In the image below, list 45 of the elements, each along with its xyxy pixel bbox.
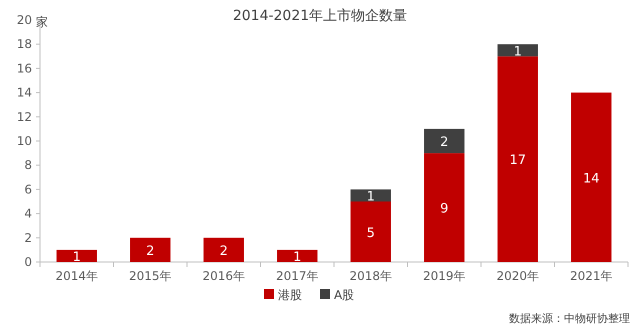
x-tick-label: 2014年 (55, 269, 98, 283)
data-label: 9 (440, 202, 448, 217)
legend-label: A股 (334, 288, 354, 302)
y-tick-label: 12 (16, 110, 32, 124)
y-tick-label: 2 (24, 230, 32, 245)
data-label: 5 (366, 226, 375, 241)
bar (204, 238, 244, 262)
y-tick-label: 6 (24, 182, 32, 196)
x-tick-label: 2015年 (128, 269, 172, 283)
y-tick-label: 4 (24, 206, 32, 221)
data-label: 14 (582, 171, 600, 186)
bar (56, 250, 97, 262)
data-label: 2 (220, 244, 228, 259)
x-tick-label: 2018年 (349, 269, 392, 283)
bar (498, 56, 538, 262)
x-tick-label: 2016年 (202, 269, 246, 283)
y-tick-label: 16 (16, 61, 32, 76)
y-tick-label: 0 (24, 255, 32, 269)
y-tick-label: 18 (16, 37, 32, 52)
y-tick-label: 8 (24, 158, 32, 172)
x-tick-label: 2021年 (570, 269, 613, 283)
legend-label: 港股 (278, 288, 302, 302)
bar (350, 202, 391, 262)
x-tick-label: 2020年 (496, 269, 540, 283)
data-label: 1 (72, 250, 81, 265)
data-label: 2 (440, 135, 448, 150)
bar (277, 250, 318, 262)
bar (424, 153, 464, 262)
bar (571, 92, 612, 262)
chart-title: 2014-2021年上市物企数量 (232, 8, 408, 24)
x-tick-label: 2019年 (422, 269, 466, 283)
data-label: 1 (366, 189, 375, 204)
bar (130, 238, 170, 262)
bar (424, 128, 464, 154)
x-tick-label: 2017年 (276, 269, 319, 283)
y-tick-label: 10 (16, 134, 32, 148)
data-label: 17 (509, 153, 526, 168)
bar (498, 44, 538, 56)
data-label: 2 (146, 244, 154, 259)
y-tick-label: 14 (16, 86, 32, 100)
data-label: 1 (514, 44, 522, 60)
source-note: 数据来源：中物研协整理 (509, 312, 630, 325)
y-tick-label: 20 (16, 13, 32, 27)
data-label: 1 (293, 250, 302, 265)
bar (350, 189, 391, 202)
